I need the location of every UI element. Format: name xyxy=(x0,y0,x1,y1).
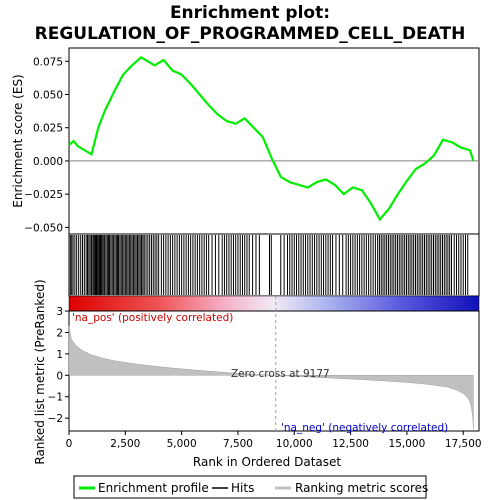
rank-ytick-label: 3 xyxy=(56,306,63,318)
legend: Enrichment profile Hits Ranking metric s… xyxy=(73,475,428,499)
legend-enrichment-label: Enrichment profile xyxy=(98,481,209,495)
rank-xtick-label: 7,500 xyxy=(223,438,253,450)
hits-panel xyxy=(68,233,480,297)
es-axis-ticks: −0.050 −0.025 0.000 0.025 0.050 0.075 xyxy=(24,56,69,234)
chart-title: Enrichment plot: xyxy=(170,3,330,23)
rank-xtick-label: 15,000 xyxy=(389,438,426,450)
legend-ranking-label: Ranking metric scores xyxy=(295,481,428,495)
rank-y-axis-label: Ranked list metric (PreRanked) xyxy=(33,279,47,464)
positive-correlation-label: 'na_pos' (positively correlated) xyxy=(72,312,233,324)
legend-hits-label: Hits xyxy=(231,481,254,495)
es-panel-frame xyxy=(68,47,480,235)
rank-x-axis-label: Rank in Ordered Dataset xyxy=(193,455,341,469)
rank-ytick-label: 2 xyxy=(56,327,63,339)
es-tick-label: −0.025 xyxy=(24,189,63,201)
hit-lines xyxy=(69,235,469,295)
ranking-metric-panel: −2 −1 0 1 2 3 0 2,500 5,000 7,500 10,000 12,500 15,… xyxy=(48,296,482,450)
zero-cross-label: Zero cross at 9177 xyxy=(231,368,330,380)
rank-axis-yticks: −2 −1 0 1 2 3 xyxy=(48,306,69,425)
enrichment-profile-line xyxy=(68,55,475,222)
es-tick-label: 0.000 xyxy=(33,156,63,168)
rank-xtick-label: 10,000 xyxy=(276,438,313,450)
chart-subtitle: REGULATION_OF_PROGRAMMED_CELL_DEATH xyxy=(35,24,466,44)
rank-xtick-label: 17,500 xyxy=(445,438,482,450)
negative-correlation-label: 'na_neg' (negatively correlated) xyxy=(281,422,448,434)
legend-frame xyxy=(73,475,427,499)
rank-axis-xticks: 0 2,500 5,000 7,500 10,000 12,500 15,000 17,500 xyxy=(66,431,482,450)
es-tick-label: 0.050 xyxy=(33,90,63,102)
es-axis-label: Enrichment score (ES) xyxy=(11,74,25,207)
es-tick-label: 0.025 xyxy=(33,123,63,135)
rank-ytick-label: 0 xyxy=(56,370,63,382)
rank-ytick-label: −1 xyxy=(48,392,63,404)
rank-xtick-label: 12,500 xyxy=(332,438,369,450)
rank-ytick-label: 1 xyxy=(56,349,63,361)
es-tick-label: 0.075 xyxy=(33,56,63,68)
rank-xtick-label: 5,000 xyxy=(167,438,197,450)
ranking-metric-area xyxy=(68,325,474,429)
rank-ytick-label: −2 xyxy=(48,413,63,425)
rank-xtick-label: 0 xyxy=(66,438,73,450)
enrichment-score-panel: −0.050 −0.025 0.000 0.025 0.050 0.075 xyxy=(24,47,480,235)
rank-color-band xyxy=(68,295,480,312)
es-tick-label: −0.050 xyxy=(24,222,63,234)
rank-xtick-label: 2,500 xyxy=(110,438,140,450)
